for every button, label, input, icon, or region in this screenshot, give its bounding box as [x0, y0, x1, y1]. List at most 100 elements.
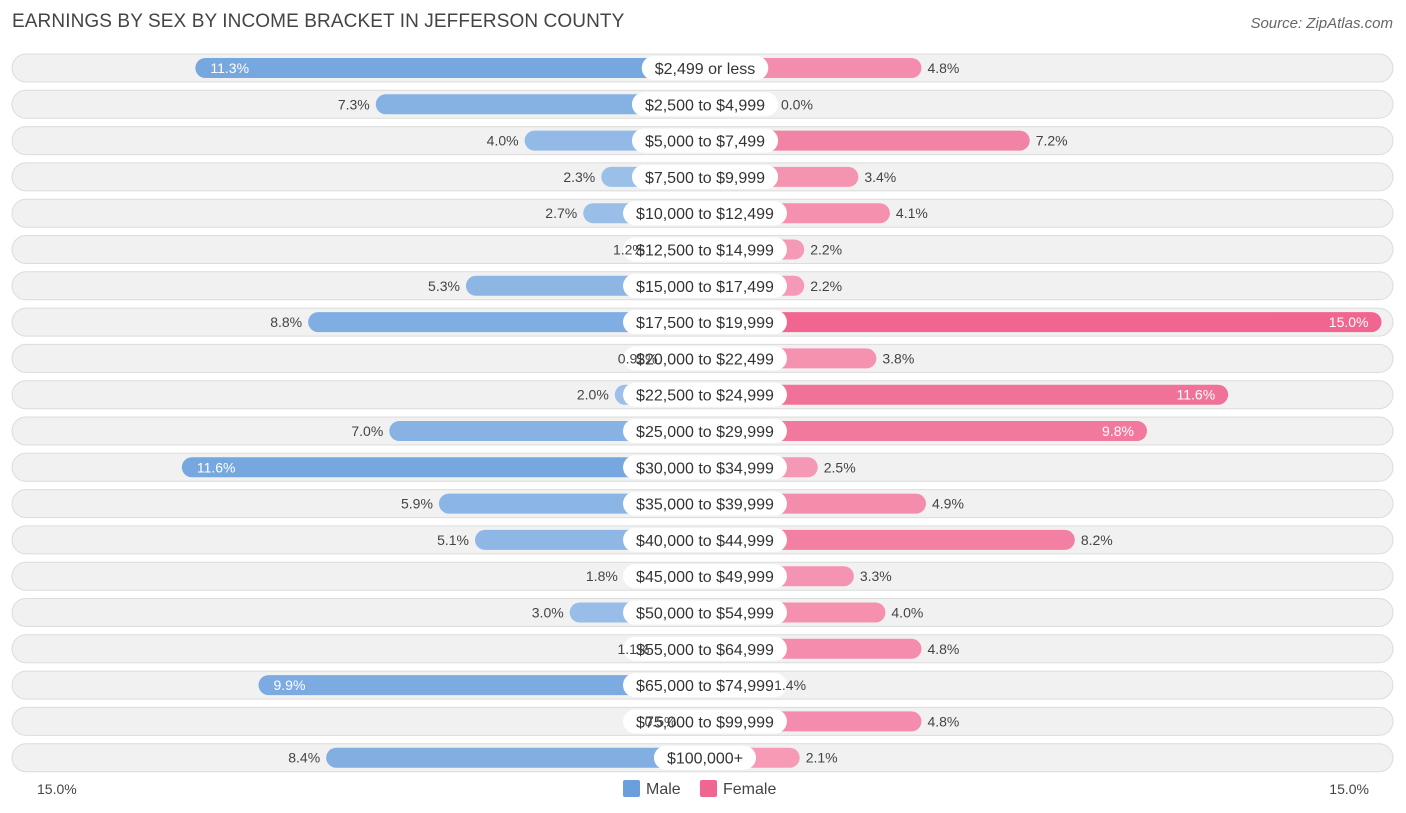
female-value-label: 4.8%	[927, 641, 959, 657]
category-label: $100,000+	[667, 751, 743, 768]
male-value-label: 7.3%	[338, 96, 370, 112]
category-label: $20,000 to $22,499	[636, 351, 774, 368]
female-value-label: 3.3%	[860, 568, 892, 584]
male-value-label: 4.0%	[487, 133, 519, 149]
female-value-label: 3.4%	[864, 169, 896, 185]
female-value-label: 4.1%	[896, 205, 928, 221]
category-pill	[631, 128, 779, 153]
male-value-label: 1.2%	[613, 242, 645, 258]
male-value-label: 11.3%	[210, 60, 249, 76]
female-value-label: 1.4%	[774, 677, 806, 693]
category-label: $15,000 to $17,499	[636, 279, 774, 296]
category-pill	[623, 491, 787, 516]
male-value-label: 7.0%	[351, 423, 383, 439]
category-pill	[623, 709, 787, 734]
category-pill	[631, 92, 779, 117]
male-value-label: 1.8%	[586, 568, 618, 584]
category-label: $2,499 or less	[655, 61, 756, 78]
category-pill	[623, 419, 787, 443]
male-bar	[181, 457, 706, 478]
category-label: $7,500 to $9,999	[645, 170, 765, 187]
female-bar	[705, 384, 1229, 405]
female-bar	[705, 312, 1382, 333]
category-label: $17,500 to $19,999	[636, 315, 774, 332]
category-label: $12,500 to $14,999	[636, 243, 774, 260]
legend-swatch-female	[700, 780, 717, 797]
female-value-label: 4.0%	[891, 605, 923, 621]
category-label: $55,000 to $64,999	[636, 642, 774, 659]
female-value-label: 7.2%	[1036, 133, 1068, 149]
female-value-label: 9.8%	[1102, 423, 1134, 439]
category-label: $5,000 to $7,499	[645, 134, 765, 151]
female-value-label: 4.9%	[932, 496, 964, 512]
legend-swatch-male	[623, 780, 640, 797]
category-pill	[623, 527, 787, 552]
male-value-label: 8.8%	[270, 314, 302, 330]
category-label: $25,000 to $29,999	[636, 424, 774, 441]
category-pill	[641, 56, 769, 80]
legend: Male Female	[623, 780, 776, 798]
male-bar	[326, 747, 705, 768]
male-value-label: 8.4%	[288, 750, 320, 766]
chart-rows: $2,499 or less 11.3% 4.8% $2,500 to $4,999 7…	[11, 53, 1394, 773]
male-value-label: 11.6%	[197, 459, 236, 475]
female-value-label: 2.1%	[806, 750, 838, 766]
male-bar	[195, 58, 705, 78]
male-value-label: 0.5%	[645, 713, 677, 729]
male-value-label: 5.9%	[401, 496, 433, 512]
category-label: $75,000 to $99,999	[636, 714, 774, 731]
category-pill	[623, 382, 787, 407]
category-pill	[623, 455, 787, 480]
category-pill	[623, 237, 787, 262]
female-bar	[705, 130, 1030, 151]
male-value-label: 3.0%	[532, 605, 564, 621]
category-label: $2,500 to $4,999	[645, 97, 765, 114]
female-bar	[705, 421, 1147, 441]
female-value-label: 11.6%	[1176, 387, 1215, 403]
category-pill	[623, 636, 787, 661]
male-value-label: 5.3%	[428, 278, 460, 294]
category-label: $30,000 to $34,999	[636, 460, 774, 477]
category-label: $35,000 to $39,999	[636, 497, 774, 514]
female-bar	[705, 529, 1075, 550]
male-value-label: 1.1%	[617, 641, 649, 657]
male-value-label: 0.92%	[618, 350, 658, 366]
legend-label-female: Female	[723, 781, 776, 798]
female-value-label: 2.5%	[824, 459, 856, 475]
category-label: $10,000 to $12,499	[636, 206, 774, 223]
male-value-label: 9.9%	[274, 677, 306, 693]
category-pill	[623, 564, 787, 589]
axis-label-left: 15.0%	[37, 781, 77, 797]
category-pill	[623, 273, 787, 298]
female-value-label: 8.2%	[1081, 532, 1113, 548]
category-pill	[623, 310, 787, 335]
male-value-label: 2.0%	[577, 387, 609, 403]
category-pill	[631, 164, 779, 189]
category-pill	[623, 600, 787, 625]
female-value-label: 3.8%	[882, 350, 914, 366]
category-pill	[623, 346, 787, 371]
axis-label-right: 15.0%	[1329, 781, 1369, 797]
category-label: $65,000 to $74,999	[636, 678, 774, 695]
female-value-label: 4.8%	[927, 60, 959, 76]
female-value-label: 0.0%	[781, 96, 813, 112]
female-value-label: 4.8%	[927, 713, 959, 729]
female-value-label: 15.0%	[1329, 314, 1369, 330]
category-label: $45,000 to $49,999	[636, 569, 774, 586]
male-value-label: 2.3%	[563, 169, 595, 185]
female-value-label: 2.2%	[810, 278, 842, 294]
category-pill	[653, 745, 757, 770]
category-label: $40,000 to $44,999	[636, 533, 774, 550]
chart-title: EARNINGS BY SEX BY INCOME BRACKET IN JEF…	[12, 11, 625, 32]
female-value-label: 2.2%	[810, 242, 842, 258]
category-label: $22,500 to $24,999	[636, 388, 774, 405]
chart-source: Source: ZipAtlas.com	[1250, 15, 1393, 32]
legend-label-male: Male	[646, 781, 681, 798]
category-label: $50,000 to $54,999	[636, 606, 774, 623]
male-value-label: 2.7%	[545, 205, 577, 221]
category-pill	[623, 201, 787, 226]
category-pill	[623, 673, 787, 698]
male-bar	[375, 94, 705, 115]
male-bar	[258, 675, 705, 696]
